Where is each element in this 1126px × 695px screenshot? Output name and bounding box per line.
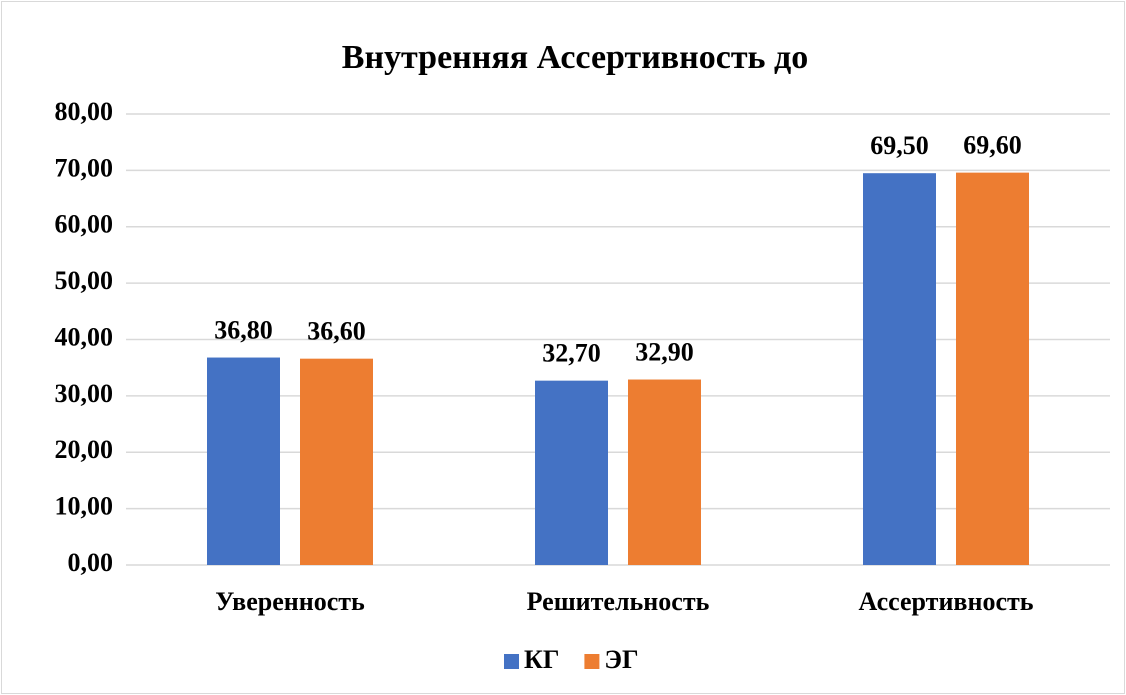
y-tick-label: 0,00 <box>68 548 114 577</box>
y-tick-label: 30,00 <box>55 379 114 408</box>
bar <box>535 380 608 565</box>
legend-label: КГ <box>524 645 559 674</box>
y-tick-label: 70,00 <box>55 153 114 182</box>
y-tick-label: 50,00 <box>55 266 114 295</box>
bar <box>207 357 280 565</box>
legend-label: ЭГ <box>604 645 638 674</box>
data-label: 32,90 <box>635 337 694 366</box>
data-label: 36,60 <box>307 317 366 346</box>
y-tick-label: 60,00 <box>55 210 114 239</box>
bar <box>863 173 936 565</box>
legend-swatch <box>504 654 519 669</box>
data-label: 69,50 <box>870 131 929 160</box>
x-tick-label: Ассертивность <box>858 587 1033 616</box>
bar <box>300 358 373 565</box>
x-tick-label: Уверенность <box>215 587 365 616</box>
bar <box>628 379 701 565</box>
bar <box>956 172 1029 565</box>
y-tick-label: 20,00 <box>55 435 114 464</box>
y-tick-label: 40,00 <box>55 322 114 351</box>
data-label: 69,60 <box>963 131 1022 160</box>
chart-title: Внутренняя Ассертивность до <box>342 39 808 76</box>
x-tick-label: Решительность <box>527 587 710 616</box>
data-label: 36,80 <box>214 316 273 345</box>
legend-swatch <box>584 654 600 669</box>
y-tick-label: 10,00 <box>55 492 114 521</box>
y-tick-label: 80,00 <box>55 97 114 126</box>
data-label: 32,70 <box>542 339 601 368</box>
